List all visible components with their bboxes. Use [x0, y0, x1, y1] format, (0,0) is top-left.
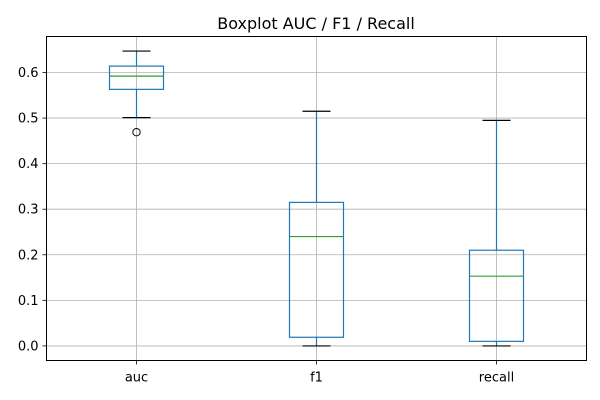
x-tick-label: f1 — [310, 371, 323, 386]
box-iqr-auc — [108, 65, 165, 90]
y-tick-label: 0.5 — [18, 112, 39, 127]
box-recall — [468, 119, 525, 347]
x-axis: auc f1 recall — [125, 360, 514, 386]
box-auc — [108, 50, 165, 137]
outlier-point-auc-0 — [132, 127, 141, 137]
box-iqr-f1 — [288, 201, 345, 338]
y-tick-label: 0.1 — [18, 294, 39, 309]
x-tick-label: auc — [125, 371, 148, 386]
box-f1 — [288, 110, 345, 347]
boxes-layer — [108, 50, 525, 347]
y-tick-label: 0.0 — [18, 339, 39, 354]
chart-title: Boxplot AUC / F1 / Recall — [217, 14, 415, 33]
y-tick-label: 0.3 — [18, 203, 39, 218]
y-tick-label: 0.2 — [18, 248, 39, 263]
y-tick-label: 0.6 — [18, 66, 39, 81]
x-tick-label: recall — [479, 371, 514, 386]
y-tick-label: 0.4 — [18, 157, 39, 172]
box-iqr-recall — [468, 249, 525, 342]
y-axis: 0.0 0.1 0.2 0.3 0.4 0.5 0.6 — [18, 66, 47, 354]
